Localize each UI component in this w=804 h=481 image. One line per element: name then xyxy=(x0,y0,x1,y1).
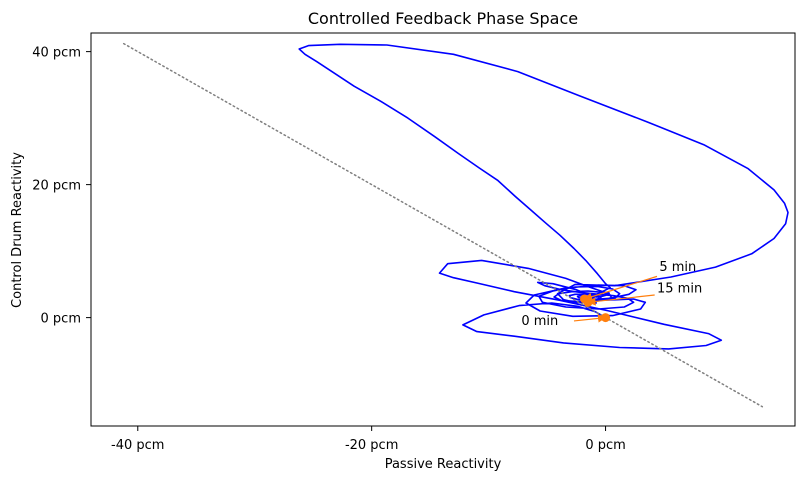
annotation-label-1: 5 min xyxy=(659,260,696,275)
axes-frame xyxy=(90,32,796,427)
y-axis-label: Control Drum Reactivity xyxy=(10,152,25,308)
trajectory-line xyxy=(298,43,789,350)
annotation-label-2: 15 min xyxy=(657,281,702,296)
annotation-arrow-0 xyxy=(573,314,607,323)
y-tick-label-1: 20 pcm xyxy=(32,179,81,194)
x-tick-label-2: 0 pcm xyxy=(585,438,625,453)
time-marker-0 xyxy=(601,313,611,323)
y-tick-label-0: 40 pcm xyxy=(32,46,81,61)
x-axis-ticks: -40 pcm -20 pcm 0 pcm xyxy=(111,426,626,453)
x-tick-label-1: -20 pcm xyxy=(345,438,398,453)
y-tick-label-2: 0 pcm xyxy=(41,312,81,327)
time-marker-2 xyxy=(583,297,593,307)
annotation-arrow-2 xyxy=(587,294,655,306)
annotation-arrow-1 xyxy=(583,275,658,301)
x-axis-label: Passive Reactivity xyxy=(385,457,502,472)
diagonal-reference-line xyxy=(122,42,764,408)
y-axis-ticks: 40 pcm 20 pcm 0 pcm xyxy=(32,46,91,327)
chart-title: Controlled Feedback Phase Space xyxy=(308,9,578,28)
x-tick-label-0: -40 pcm xyxy=(111,438,164,453)
plot-area: 0 min 5 min 15 min xyxy=(122,42,789,408)
annotation-label-0: 0 min xyxy=(521,314,558,329)
